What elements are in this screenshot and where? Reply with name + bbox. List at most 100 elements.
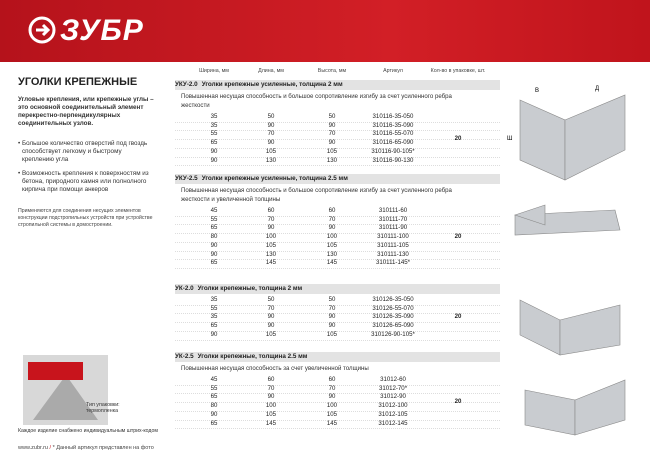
cell: 70 — [328, 215, 336, 223]
cell: 90 — [267, 393, 275, 401]
cell: 310111-100 — [377, 233, 409, 241]
cell: 310126-90-105* — [371, 330, 415, 338]
row-divider — [175, 393, 500, 395]
footer: www.zubr.ru / * Данный артикул представл… — [18, 445, 154, 451]
cell: 35 — [210, 296, 218, 303]
cell: 60 — [328, 207, 336, 214]
package-caption: Тип упаковки: термопленка — [86, 402, 120, 414]
cell: 100 — [326, 402, 338, 410]
cell: 310111-145* — [376, 259, 410, 267]
cell: 310126-55-070 — [372, 304, 414, 312]
package-image — [23, 355, 108, 425]
separator: / — [49, 445, 52, 451]
cell: 80 — [210, 402, 218, 410]
footer-note: * Данный артикул представлен на фото — [52, 445, 154, 451]
dimension-label: Ш — [507, 136, 513, 142]
cell: 70 — [328, 384, 336, 392]
cell: 145 — [326, 259, 338, 267]
quantity: 20 — [454, 313, 462, 321]
cell: 80 — [210, 233, 218, 241]
section-header: УКУ-2.5 Уголки крепежные усиленные, толщи… — [175, 174, 500, 184]
cell: 310116-90-105* — [371, 147, 415, 155]
column-header: Длина, мм — [258, 68, 284, 74]
cell: 310111-70 — [378, 215, 408, 223]
cell: 90 — [328, 121, 336, 129]
row-divider — [175, 215, 500, 217]
cell: 60 — [267, 207, 275, 214]
cell: 31012-90 — [380, 393, 406, 401]
cell: 50 — [267, 296, 275, 303]
cell: 130 — [265, 156, 277, 164]
cell: 31012-145 — [378, 419, 408, 427]
cell: 55 — [210, 384, 218, 392]
cell: 105 — [265, 330, 277, 338]
section-title: Уголки крепежные усиленные, толщина 2 мм — [201, 81, 343, 88]
cell: 145 — [265, 419, 277, 427]
cell: 310111-60 — [378, 207, 408, 214]
cell: 145 — [265, 259, 277, 267]
cell: 70 — [328, 304, 336, 312]
section-header: УКУ-2.0 Уголки крепежные усиленные, толщи… — [175, 80, 500, 90]
note: Применяются для соединения несущих элеме… — [18, 208, 153, 228]
cell: 105 — [326, 147, 338, 155]
cell: 145 — [326, 419, 338, 427]
cell: 90 — [210, 156, 218, 164]
cell: 31012-100 — [378, 402, 408, 410]
row-divider — [175, 241, 500, 243]
row-divider — [175, 156, 500, 158]
cell: 100 — [265, 233, 277, 241]
cell: 90 — [267, 224, 275, 232]
cell: 31012-105 — [378, 410, 408, 418]
row-divider — [175, 130, 500, 132]
row-divider — [175, 259, 500, 261]
cell: 35 — [210, 121, 218, 129]
cell: 90 — [210, 330, 218, 338]
cell: 90 — [210, 250, 218, 258]
row-divider — [175, 165, 500, 167]
column-header: Высота, мм — [317, 68, 347, 74]
cell: 65 — [210, 419, 218, 427]
cell: 90 — [267, 313, 275, 321]
cell: 65 — [210, 322, 218, 330]
cell: 65 — [210, 139, 218, 147]
cell: 130 — [326, 250, 338, 258]
row-divider — [175, 139, 500, 141]
cell: 70 — [267, 384, 275, 392]
cell: 65 — [210, 259, 218, 267]
column-header: Артикул — [383, 68, 403, 74]
cell: 90 — [210, 241, 218, 249]
cell: 105 — [265, 147, 277, 155]
row-divider — [175, 428, 500, 430]
cell: 310116-90-130 — [372, 156, 414, 164]
row-divider — [175, 384, 500, 386]
barcode-note: Каждое изделие снабжено индивидуальным ш… — [18, 428, 158, 434]
logo-icon — [28, 16, 56, 44]
cell: 55 — [210, 215, 218, 223]
product-images: В Д Ш — [507, 86, 626, 436]
cell: 310111-105 — [377, 241, 409, 249]
cell: 70 — [267, 215, 275, 223]
row-divider — [175, 224, 500, 226]
dimension-label: Д — [595, 86, 599, 92]
cell: 90 — [267, 121, 275, 129]
row-divider — [175, 339, 500, 341]
row-divider — [175, 304, 500, 306]
row-divider — [175, 419, 500, 421]
cell: 70 — [267, 304, 275, 312]
row-divider — [175, 233, 500, 235]
cell: 130 — [326, 156, 338, 164]
cell: 50 — [328, 296, 336, 303]
cell: 105 — [326, 410, 338, 418]
cell: 50 — [267, 113, 275, 120]
section-code: УК-2.5 — [175, 353, 194, 360]
column-header: Ширина, мм — [199, 68, 229, 74]
cell: 105 — [265, 410, 277, 418]
quantity: 20 — [454, 397, 462, 405]
cell: 310116-35-050 — [372, 113, 414, 120]
cell: 90 — [267, 139, 275, 147]
cell: 105 — [326, 330, 338, 338]
row-divider — [175, 313, 500, 315]
cell: 90 — [267, 322, 275, 330]
row-divider — [175, 322, 500, 324]
